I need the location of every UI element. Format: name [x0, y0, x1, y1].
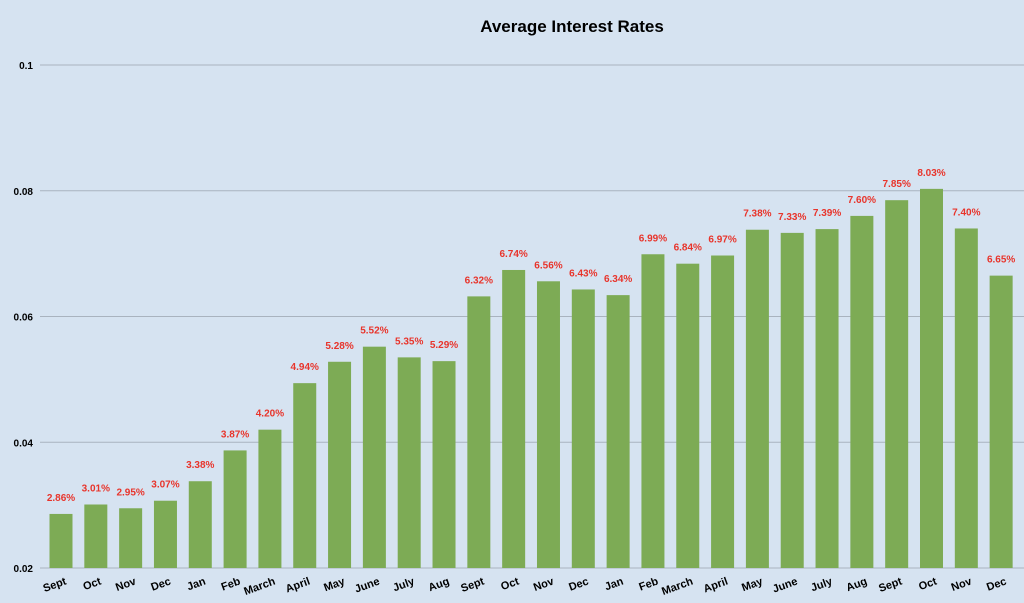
- data-label: 2.95%: [116, 487, 144, 498]
- data-label: 3.07%: [151, 480, 179, 491]
- x-tick-label: Nov: [114, 575, 138, 594]
- bar: [641, 254, 665, 568]
- data-label: 7.40%: [952, 207, 980, 218]
- data-label: 4.94%: [291, 362, 319, 373]
- data-label: 3.87%: [221, 429, 249, 440]
- x-tick-label: June: [771, 576, 799, 596]
- bar: [84, 504, 108, 568]
- bar: [328, 361, 352, 568]
- bar: [745, 229, 769, 569]
- data-label: 3.01%: [82, 483, 110, 494]
- x-tick-label: Sept: [877, 575, 904, 595]
- data-label: 5.28%: [325, 341, 353, 352]
- bar: [850, 215, 874, 568]
- x-tick-label: May: [740, 575, 765, 594]
- data-label: 6.65%: [987, 255, 1015, 266]
- data-label: 7.85%: [883, 179, 911, 190]
- bar: [711, 255, 735, 569]
- data-label: 6.99%: [639, 233, 667, 244]
- bar: [536, 281, 560, 568]
- x-tick-label: May: [322, 575, 347, 594]
- data-label: 6.43%: [569, 268, 597, 279]
- data-label: 7.38%: [743, 209, 771, 220]
- data-label: 6.32%: [465, 275, 493, 286]
- bar: [362, 346, 386, 568]
- data-label: 8.03%: [917, 168, 945, 179]
- x-tick-label: Dec: [149, 576, 172, 594]
- bar: [49, 513, 73, 568]
- data-label: 7.60%: [848, 195, 876, 206]
- y-tick-label: 0.04: [14, 438, 34, 449]
- bar: [119, 508, 143, 568]
- bar: [432, 361, 456, 568]
- bar: [989, 275, 1013, 568]
- bar: [188, 481, 212, 568]
- data-label: 2.86%: [47, 493, 75, 504]
- x-tick-label: Feb: [637, 575, 660, 593]
- chart-title: Average Interest Rates: [480, 17, 664, 36]
- data-label: 4.20%: [256, 409, 284, 420]
- x-tick-label: Jan: [185, 575, 207, 593]
- bar: [258, 429, 282, 568]
- data-label: 5.52%: [360, 326, 388, 337]
- y-tick-label: 0.08: [14, 187, 34, 198]
- bar: [920, 188, 943, 568]
- x-tick-label: Oct: [499, 575, 521, 593]
- x-tick-label: Aug: [427, 576, 451, 595]
- x-tick-label: Dec: [985, 576, 1008, 594]
- data-label: 6.56%: [534, 260, 562, 271]
- x-tick-label: March: [242, 575, 277, 597]
- data-label: 6.34%: [604, 274, 632, 285]
- data-label: 3.38%: [186, 460, 214, 471]
- bar: [676, 263, 700, 568]
- bar: [815, 229, 839, 568]
- bar: [467, 296, 491, 568]
- data-label: 5.29%: [430, 340, 458, 351]
- bar: [293, 383, 317, 568]
- x-tick-label: Nov: [532, 575, 556, 594]
- data-label: 5.35%: [395, 336, 423, 347]
- x-tick-label: Sept: [459, 575, 486, 595]
- bar: [954, 228, 978, 568]
- x-tick-label: Nov: [950, 575, 974, 594]
- y-tick-label: 0.06: [14, 313, 34, 324]
- x-tick-label: March: [660, 575, 695, 597]
- data-label: 6.74%: [499, 249, 527, 260]
- x-tick-label: Oct: [917, 575, 939, 593]
- bar: [606, 295, 630, 568]
- bar: [502, 269, 526, 568]
- x-tick-label: April: [702, 576, 730, 596]
- data-label: 7.33%: [778, 212, 806, 223]
- x-tick-label: April: [284, 576, 312, 596]
- x-tick-label: Dec: [567, 576, 590, 594]
- bar: [223, 450, 247, 568]
- x-tick-label: July: [391, 575, 417, 594]
- data-label: 7.39%: [813, 208, 841, 219]
- x-tick-label: Sept: [42, 575, 69, 595]
- bar: [153, 500, 177, 568]
- x-tick-label: June: [353, 576, 381, 596]
- bar: [397, 357, 421, 568]
- x-tick-label: July: [809, 575, 835, 594]
- data-label: 6.84%: [674, 243, 702, 254]
- x-tick-label: Feb: [220, 575, 243, 593]
- y-tick-label: 0.1: [19, 61, 33, 72]
- x-tick-label: Oct: [82, 575, 104, 593]
- y-tick-label: 0.02: [14, 564, 34, 575]
- bar: [780, 232, 804, 568]
- bar: [571, 289, 595, 568]
- x-tick-label: Jan: [603, 575, 625, 593]
- x-tick-label: Aug: [845, 576, 869, 595]
- data-label: 6.97%: [708, 235, 736, 246]
- bar: [885, 200, 909, 568]
